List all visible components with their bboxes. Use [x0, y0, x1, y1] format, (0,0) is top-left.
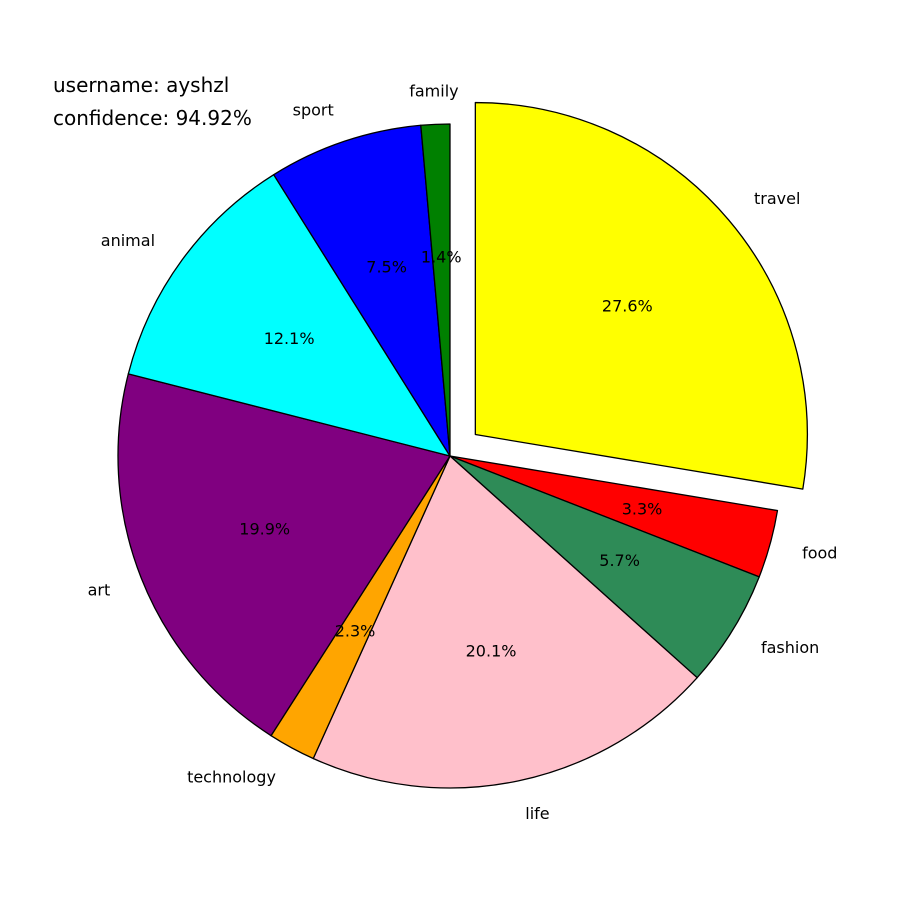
pie-labels: travel 27.6% food 3.3% fashion 5.7% life 20.1% t… [88, 82, 838, 823]
slice-label-travel: travel [754, 189, 800, 208]
pct-label-sport: 7.5% [366, 258, 407, 277]
slice-label-animal: animal [101, 231, 155, 250]
pct-label-family: 1.4% [421, 247, 462, 266]
slice-label-technology: technology [187, 768, 276, 787]
slice-label-art: art [88, 581, 111, 600]
pie-slice-art [117, 373, 451, 737]
slice-label-fashion: fashion [761, 638, 819, 657]
username-text: username: ayshzl [53, 73, 230, 97]
pct-label-food: 3.3% [622, 499, 663, 518]
confidence-text: confidence: 94.92% [53, 106, 252, 130]
pct-label-travel: 27.6% [602, 296, 653, 315]
pie-slice-life [312, 455, 698, 789]
pct-label-technology: 2.3% [335, 622, 376, 641]
slice-label-family: family [409, 82, 458, 101]
pct-label-art: 19.9% [239, 520, 290, 539]
pie-slice-animal [127, 174, 451, 457]
pct-label-animal: 12.1% [264, 329, 315, 348]
slice-label-food: food [802, 544, 837, 563]
slice-label-sport: sport [293, 100, 334, 119]
pie-slice-family [420, 123, 451, 457]
pie-slice-travel [474, 101, 808, 490]
pie-slices [117, 101, 808, 789]
pie-slice-sport [273, 124, 451, 457]
pct-label-fashion: 5.7% [599, 551, 640, 570]
pct-label-life: 20.1% [466, 641, 517, 660]
slice-label-life: life [525, 804, 549, 823]
